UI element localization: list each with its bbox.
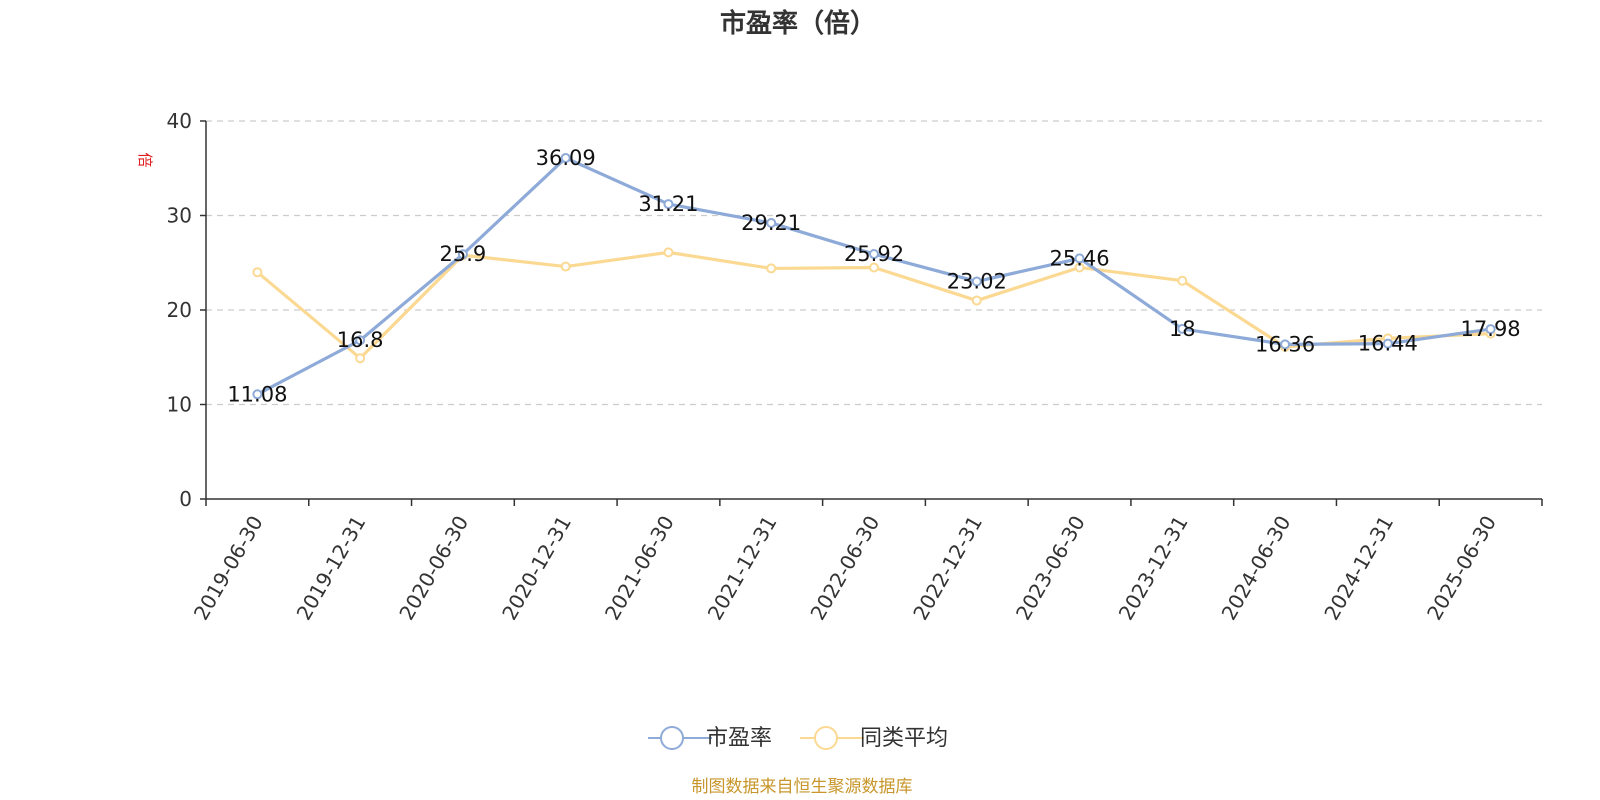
y-tick-label: 30 bbox=[167, 204, 192, 228]
pe-data-label: 25.92 bbox=[844, 242, 904, 266]
legend-peer-label: 同类平均 bbox=[860, 726, 948, 751]
legend-peer-circle-icon bbox=[814, 726, 838, 750]
x-tick-label: 2020-12-31 bbox=[497, 512, 576, 625]
x-tick-label: 2024-06-30 bbox=[1217, 512, 1296, 625]
y-tick-label: 10 bbox=[167, 393, 192, 417]
pe-point bbox=[1177, 323, 1188, 334]
pe-data-label: 29.21 bbox=[741, 211, 801, 235]
axes: 0 10 20 30 40 2019-06-30 2019-12-31 2020-06-30 2… bbox=[167, 109, 1543, 625]
pe-data-label: 16.8 bbox=[337, 328, 384, 352]
pe-point bbox=[1280, 339, 1291, 350]
pe-data-label: 18 bbox=[1169, 317, 1196, 341]
x-tick-label: 2025-06-30 bbox=[1422, 512, 1501, 625]
pe-data-label: 16.44 bbox=[1358, 332, 1418, 356]
y-tick-label: 40 bbox=[167, 109, 192, 133]
pe-point bbox=[869, 249, 879, 260]
x-tick-label: 2021-06-30 bbox=[600, 512, 679, 625]
peer-average-point bbox=[869, 262, 879, 273]
x-tick-label: 2022-12-31 bbox=[908, 512, 987, 625]
legend[interactable]: 市盈率 同类平均 bbox=[648, 726, 948, 751]
y-tick-label: 20 bbox=[167, 298, 192, 322]
pe-point bbox=[1485, 324, 1496, 335]
x-tick-label: 2023-06-30 bbox=[1011, 512, 1090, 625]
x-tick-label: 2020-06-30 bbox=[394, 512, 473, 625]
legend-item-peer-average[interactable]: 同类平均 bbox=[800, 726, 948, 751]
x-tick-label: 2023-12-31 bbox=[1114, 512, 1193, 625]
pe-data-label: 31.21 bbox=[638, 192, 698, 216]
peer-average-point bbox=[766, 263, 777, 274]
y-axis-unit-label: 倍 bbox=[136, 152, 154, 167]
pe-point bbox=[1074, 253, 1085, 264]
data-labels: 11.08 16.8 25.9 36.09 31.21 29.21 25.92 23.02 25… bbox=[227, 146, 1520, 406]
pe-data-label: 23.02 bbox=[947, 269, 1007, 293]
pe-point bbox=[355, 335, 366, 346]
pe-point bbox=[560, 152, 571, 163]
x-tick-label: 2019-06-30 bbox=[189, 512, 268, 625]
peer-average-point bbox=[971, 295, 982, 306]
legend-pe-label: 市盈率 bbox=[706, 726, 772, 751]
pe-data-label: 36.09 bbox=[536, 146, 596, 170]
chart-title: 市盈率（倍） bbox=[720, 8, 876, 39]
pe-data-label: 25.9 bbox=[440, 242, 487, 266]
pe-data-label: 17.98 bbox=[1461, 317, 1521, 341]
grid-lines bbox=[206, 120, 1542, 406]
y-tick-label: 0 bbox=[179, 487, 192, 511]
x-tick-label: 2024-12-31 bbox=[1319, 512, 1398, 625]
pe-point bbox=[663, 199, 674, 210]
x-tick-label: 2022-06-30 bbox=[805, 512, 884, 625]
peer-average-point bbox=[252, 267, 263, 278]
peer-average-point bbox=[355, 353, 366, 364]
peer-average-point bbox=[1177, 275, 1188, 286]
data-source-note: 制图数据来自恒生聚源数据库 bbox=[692, 777, 913, 797]
x-tick-label: 2019-12-31 bbox=[292, 512, 371, 625]
x-tick-label: 2021-12-31 bbox=[703, 512, 782, 625]
legend-pe-circle-icon bbox=[660, 726, 684, 750]
pe-point bbox=[457, 249, 468, 260]
peer-average-point bbox=[1074, 262, 1085, 273]
legend-item-pe[interactable]: 市盈率 bbox=[648, 726, 772, 751]
pe-data-label: 16.36 bbox=[1255, 332, 1315, 356]
pe-point bbox=[766, 217, 777, 228]
peer-average-point bbox=[663, 247, 674, 258]
pe-point bbox=[252, 389, 263, 400]
pe-point bbox=[1382, 338, 1393, 349]
pe-data-label: 25.46 bbox=[1049, 246, 1109, 270]
pe-point bbox=[971, 276, 982, 287]
peer-average-point bbox=[560, 261, 571, 272]
pe-data-label: 11.08 bbox=[227, 382, 287, 406]
series-lines bbox=[252, 152, 1496, 400]
